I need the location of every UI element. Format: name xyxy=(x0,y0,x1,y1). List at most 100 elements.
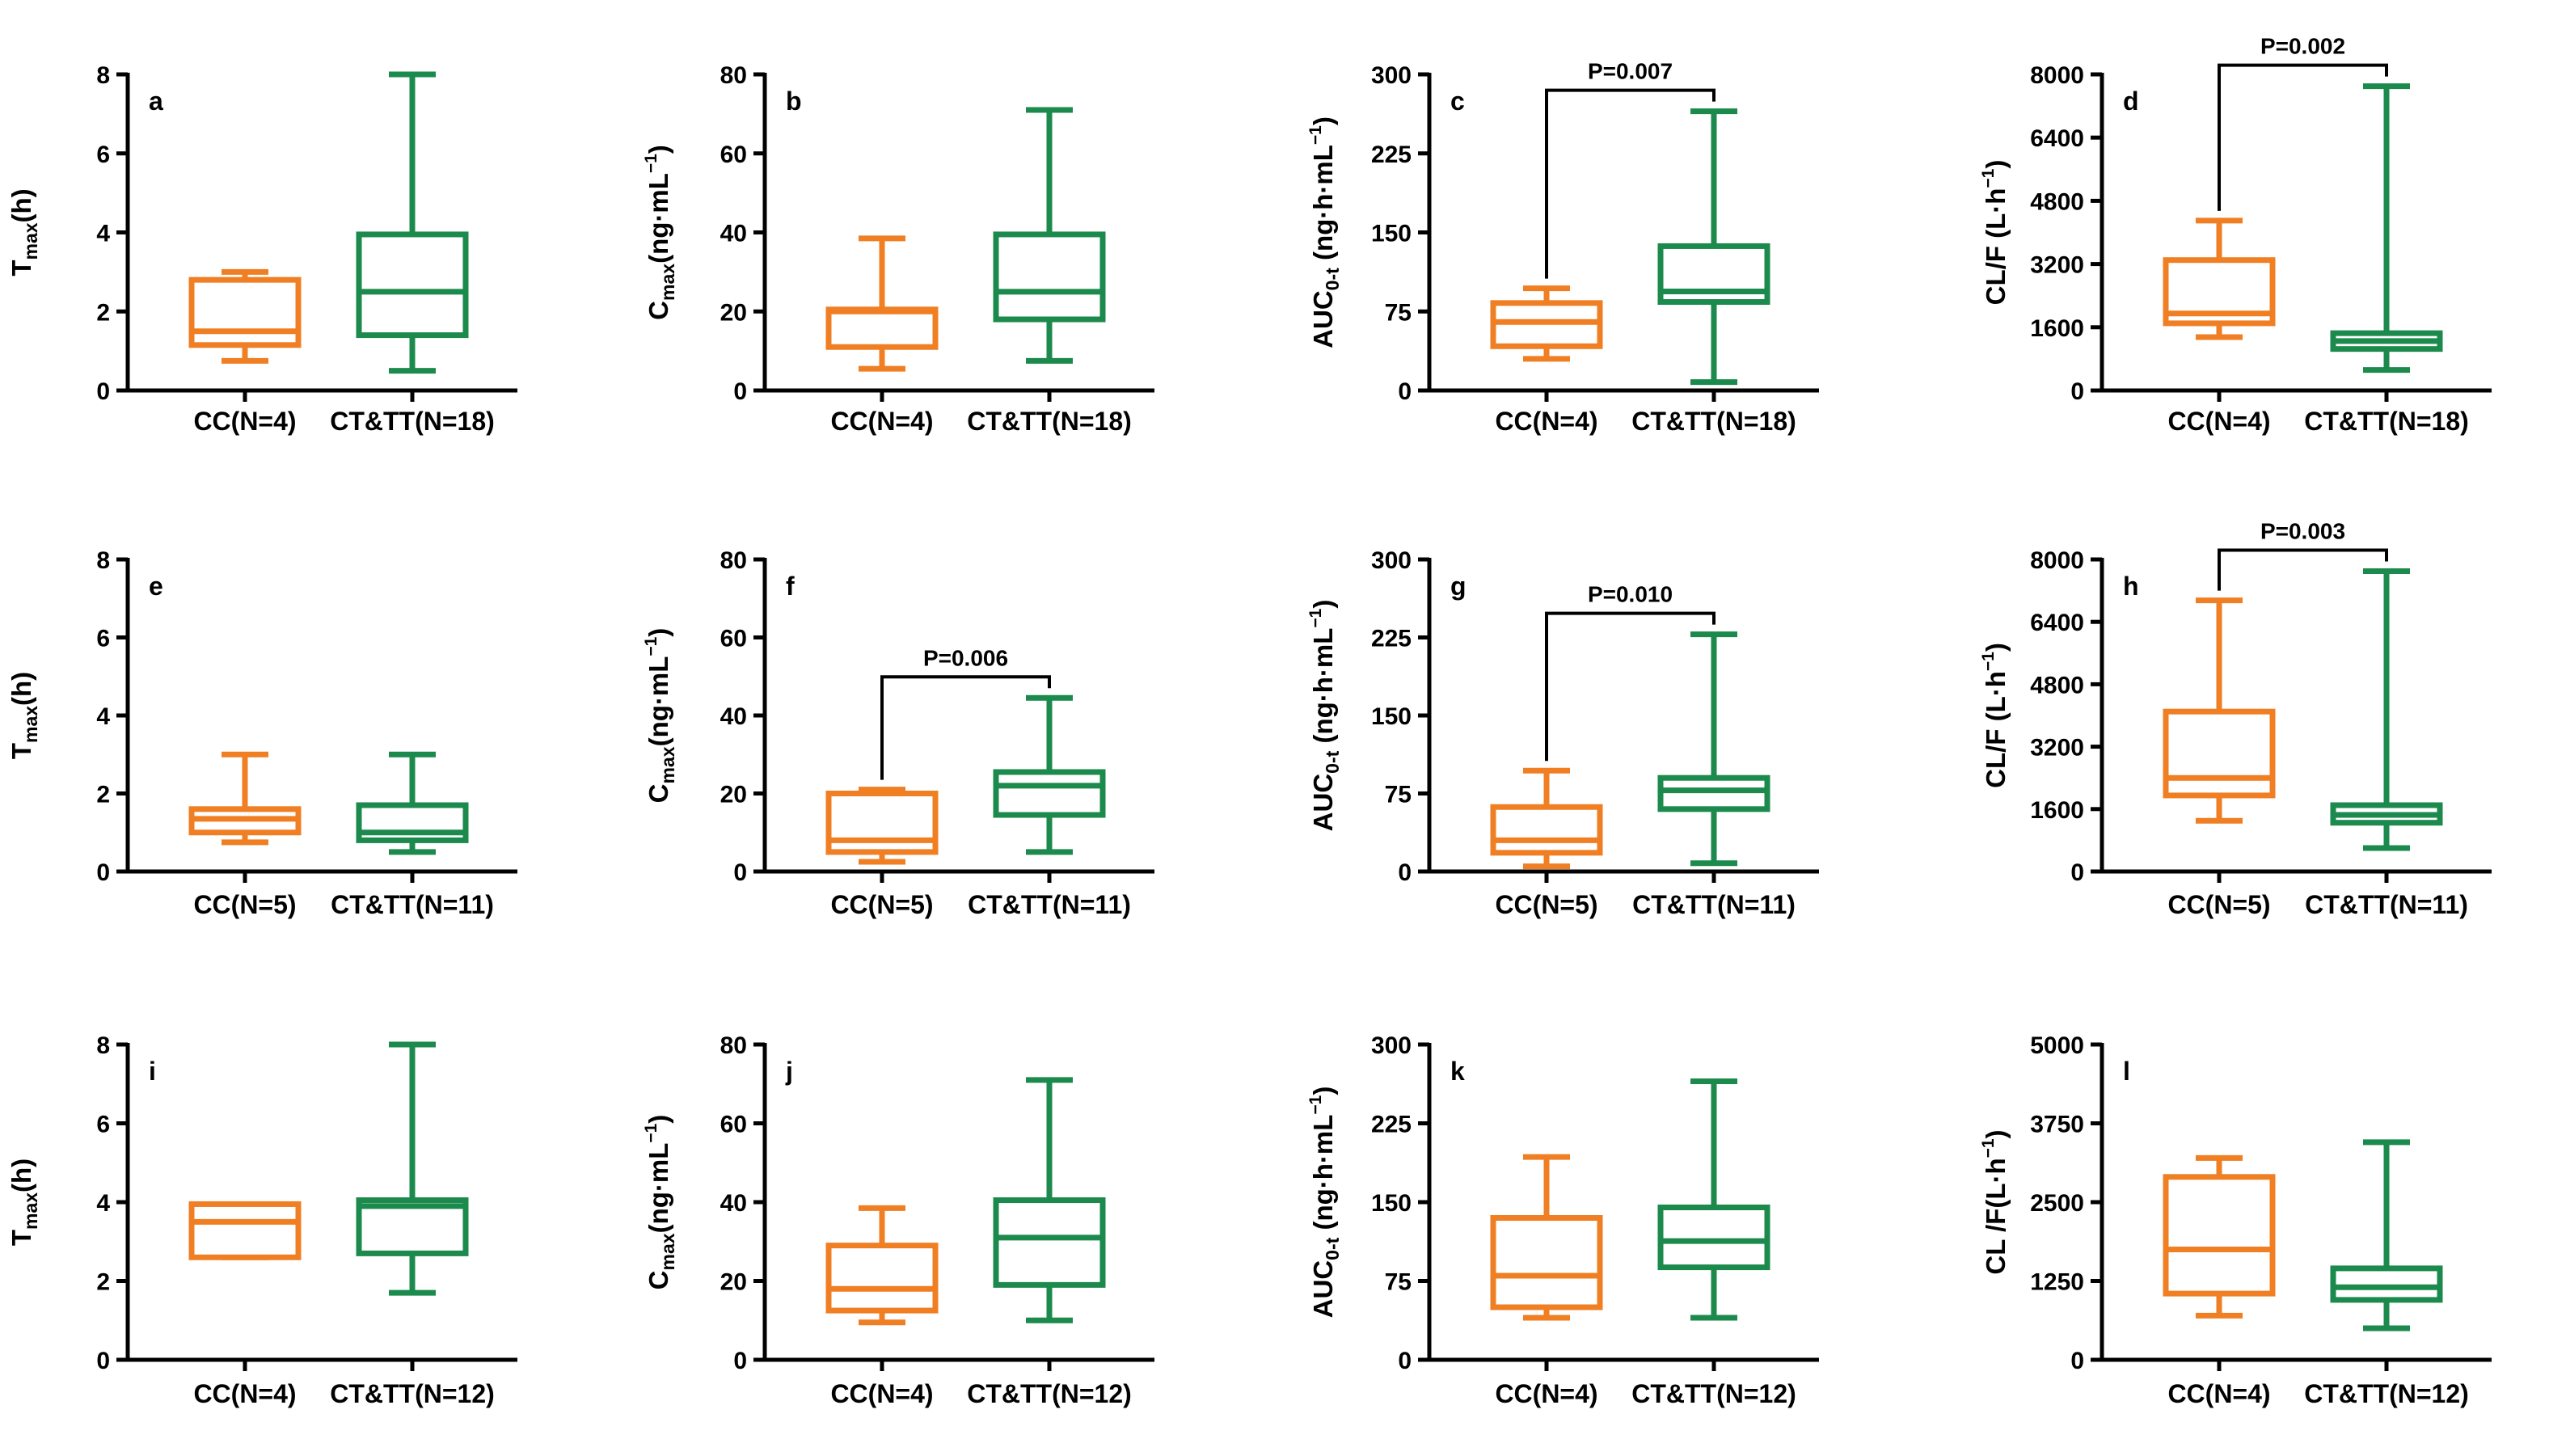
y-axis-label: CL/F (L·h−1) xyxy=(1979,160,2011,306)
y-tick-label: 0 xyxy=(1398,1348,1412,1374)
y-tick-label: 40 xyxy=(720,1190,747,1217)
iqr-box xyxy=(825,306,939,350)
panel-h: 0 1600 3200 4800 6400 8000 CC(N=5) CT&TT(N=11) h… xyxy=(1979,518,2492,919)
panel-letter: j xyxy=(785,1057,793,1086)
y-tick-label: 2500 xyxy=(2030,1190,2084,1217)
y-tick-label: 60 xyxy=(720,626,747,652)
x-category-label: CT&TT(N=12) xyxy=(330,1379,495,1408)
y-tick-label: 20 xyxy=(720,299,747,326)
panel-letter: a xyxy=(149,87,163,116)
panel-letter: l xyxy=(2123,1057,2130,1086)
y-tick-label: 0 xyxy=(1398,378,1412,405)
iqr-box xyxy=(993,231,1106,323)
x-category-label: CC(N=4) xyxy=(193,407,296,436)
y-axis-label: Tmax(h) xyxy=(6,1158,41,1246)
panel-letter: k xyxy=(1450,1057,1465,1086)
box-cc xyxy=(2163,597,2276,824)
y-tick-label: 6400 xyxy=(2030,125,2084,152)
y-tick-label: 150 xyxy=(1371,703,1412,730)
y-tick-label: 3750 xyxy=(2030,1112,2084,1138)
panel-l: 0 1250 2500 3750 5000 CC(N=4) CT&TT(N=12) l CL /… xyxy=(1979,1032,2492,1408)
significance-bracket xyxy=(2218,63,2388,211)
y-tick-label: 6400 xyxy=(2030,610,2084,636)
y-tick-label: 300 xyxy=(1371,547,1412,574)
y-tick-label: 75 xyxy=(1385,782,1412,808)
y-tick-label: 4 xyxy=(96,221,110,247)
iqr-box xyxy=(2330,1265,2443,1303)
box-ct-tt xyxy=(2330,83,2443,373)
y-tick-label: 2 xyxy=(96,782,110,808)
iqr-box xyxy=(188,1201,302,1260)
y-tick-label: 0 xyxy=(2070,1348,2084,1374)
y-tick-label: 3200 xyxy=(2030,252,2084,279)
significance-bracket xyxy=(1545,611,1716,762)
x-category-label: CC(N=4) xyxy=(193,1379,296,1408)
x-category-label: CT&TT(N=18) xyxy=(330,407,495,436)
panel-letter: i xyxy=(149,1057,156,1086)
panel-letter: g xyxy=(1450,572,1467,601)
y-tick-label: 0 xyxy=(733,1348,747,1374)
panel-letter: h xyxy=(2123,572,2139,601)
panel-letter: b xyxy=(786,87,802,116)
panel-c: 0 75 150 225 300 CC(N=4) CT&TT(N=18) c P=0.007 AU… xyxy=(1306,59,1819,436)
y-axis-label: AUC0-t (ng·h·mL−1) xyxy=(1306,116,1343,348)
y-tick-label: 1600 xyxy=(2030,315,2084,342)
panel-i: 0 2 4 6 8 CC(N=4) CT&TT(N=12) i Tmax(h) xyxy=(6,1032,517,1408)
box-cc xyxy=(1490,767,1603,870)
y-tick-label: 75 xyxy=(1385,1269,1412,1296)
iqr-box xyxy=(825,791,939,855)
x-category-label: CC(N=5) xyxy=(830,890,933,919)
x-category-label: CT&TT(N=12) xyxy=(1631,1379,1796,1408)
y-axis-label: Tmax(h) xyxy=(6,188,41,276)
iqr-box xyxy=(2163,1174,2276,1297)
y-axis-label: AUC0-t (ng·h·mL−1) xyxy=(1306,1087,1343,1319)
y-tick-label: 80 xyxy=(720,547,747,574)
box-cc xyxy=(188,1201,302,1260)
box-ct-tt xyxy=(356,71,469,374)
significance-bracket xyxy=(2218,548,2388,591)
y-tick-label: 0 xyxy=(96,859,110,886)
iqr-box xyxy=(356,1197,469,1256)
panel-letter: f xyxy=(786,572,795,601)
panel-j: 0 20 40 60 80 CC(N=4) CT&TT(N=12) j Cmax(ng·mL−1… xyxy=(642,1032,1154,1408)
panel-letter: c xyxy=(1450,87,1465,116)
iqr-box xyxy=(993,769,1106,818)
iqr-box xyxy=(2163,708,2276,799)
y-tick-label: 8 xyxy=(96,1032,110,1059)
x-category-label: CC(N=4) xyxy=(2167,407,2270,436)
box-ct-tt xyxy=(993,694,1106,855)
y-tick-label: 2 xyxy=(96,299,110,326)
y-tick-label: 20 xyxy=(720,782,747,808)
y-tick-label: 4800 xyxy=(2030,672,2084,698)
box-ct-tt xyxy=(356,751,469,855)
y-tick-label: 225 xyxy=(1371,141,1412,168)
p-value-label: P=0.010 xyxy=(1588,582,1673,607)
y-tick-label: 80 xyxy=(720,1032,747,1059)
y-axis-label: CL/F (L·h−1) xyxy=(1979,643,2011,788)
significance-bracket xyxy=(1545,88,1716,279)
y-tick-label: 8 xyxy=(96,547,110,574)
iqr-box xyxy=(1490,1215,1603,1310)
panel-g: 0 75 150 225 300 CC(N=5) CT&TT(N=11) g P=0.010 AU… xyxy=(1306,547,1819,919)
y-tick-label: 150 xyxy=(1371,1190,1412,1217)
x-category-label: CC(N=4) xyxy=(2167,1379,2270,1408)
y-tick-label: 4 xyxy=(96,703,110,730)
box-cc xyxy=(2163,1154,2276,1319)
x-category-label: CC(N=5) xyxy=(193,890,296,919)
iqr-box xyxy=(1657,1205,1770,1271)
p-value-label: P=0.007 xyxy=(1588,59,1673,84)
box-cc xyxy=(825,787,939,865)
y-tick-label: 0 xyxy=(733,378,747,405)
box-ct-tt xyxy=(993,1077,1106,1323)
x-category-label: CC(N=5) xyxy=(2167,890,2270,919)
y-tick-label: 40 xyxy=(720,703,747,730)
iqr-box xyxy=(356,231,469,339)
x-category-label: CC(N=4) xyxy=(1495,1379,1597,1408)
y-tick-label: 0 xyxy=(2070,378,2084,405)
x-category-label: CT&TT(N=18) xyxy=(967,407,1132,436)
x-category-label: CT&TT(N=12) xyxy=(2304,1379,2469,1408)
panel-e: 0 2 4 6 8 CC(N=5) CT&TT(N=11) e Tmax(h) xyxy=(6,547,517,919)
y-tick-label: 225 xyxy=(1371,626,1412,652)
y-tick-label: 2 xyxy=(96,1269,110,1296)
